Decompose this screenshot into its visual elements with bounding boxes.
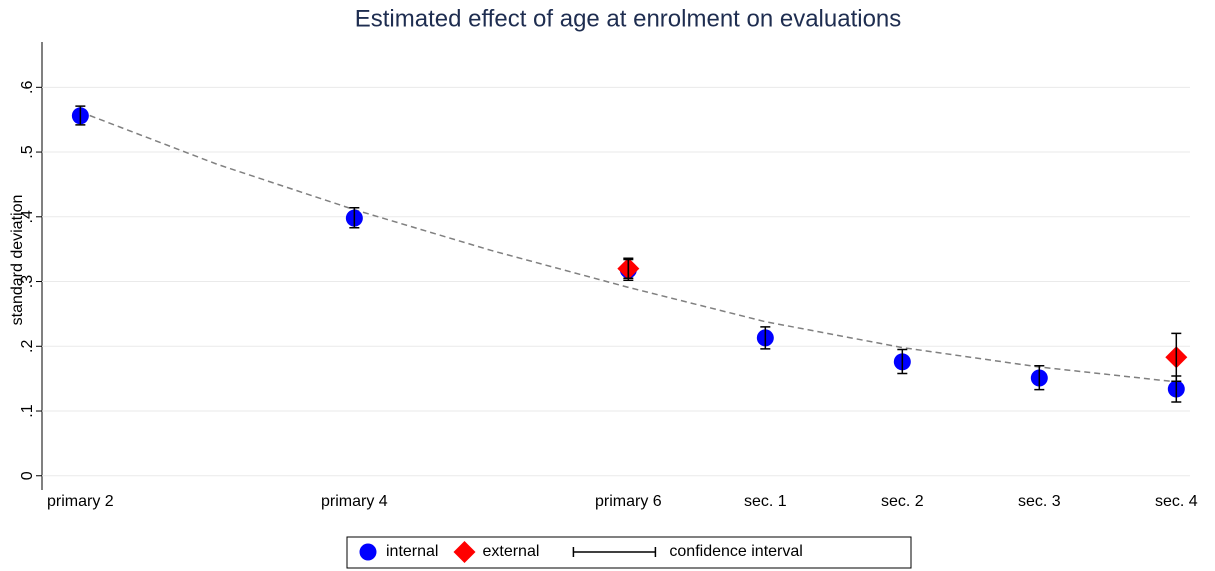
y-tick-label: .6	[19, 81, 36, 94]
error-bar	[1034, 364, 1045, 391]
error-bar	[1171, 332, 1182, 382]
y-tick-label: .2	[19, 340, 36, 353]
x-tick-label: primary 2	[47, 493, 114, 510]
x-tick-label: sec. 3	[1018, 493, 1061, 510]
error-bar	[897, 348, 908, 375]
x-tick-label: sec. 1	[744, 493, 787, 510]
error-bar	[760, 326, 771, 350]
y-axis-title: standard deviation	[9, 195, 26, 326]
y-tick-label: .3	[19, 275, 36, 288]
legend-marker	[359, 543, 377, 561]
x-tick-label: sec. 4	[1155, 493, 1198, 510]
legend-label: internal	[386, 543, 438, 560]
error-bar	[623, 257, 634, 280]
x-tick-label: primary 6	[595, 493, 662, 510]
y-tick-label: .1	[19, 404, 36, 417]
x-tick-label: primary 4	[321, 493, 388, 510]
legend-marker	[453, 541, 476, 563]
error-bar	[75, 105, 86, 126]
y-tick-label: 0	[19, 471, 36, 480]
y-tick-label: .4	[19, 210, 36, 223]
y-tick-label: .5	[19, 145, 36, 158]
legend-ci-symbol	[572, 547, 657, 557]
fit-line	[80, 111, 1177, 383]
legend-label: external	[482, 543, 539, 560]
chart-title: Estimated effect of age at enrolment on …	[355, 5, 902, 32]
error-bar	[349, 206, 360, 229]
legend-label: confidence interval	[669, 543, 802, 560]
x-tick-label: sec. 2	[881, 493, 924, 510]
